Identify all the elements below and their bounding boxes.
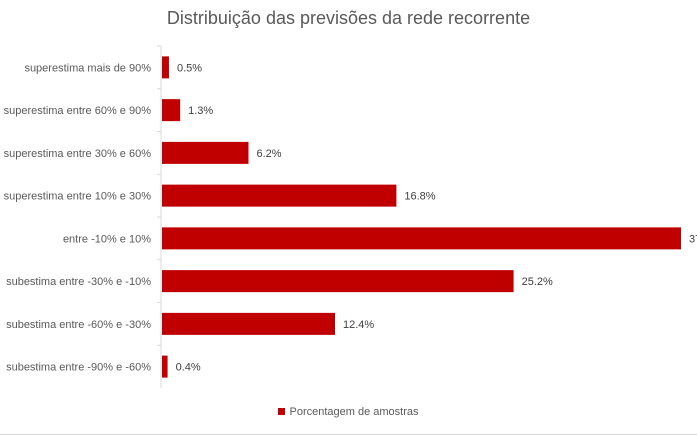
bar [162,227,681,250]
bar [162,270,514,293]
data-label: 16.8% [404,191,435,203]
bar [162,184,397,207]
bar [162,355,168,378]
category-label: subestima entre -60% e -30% [6,319,151,331]
bar [162,312,335,335]
category-label: superestima mais de 90% [24,62,151,74]
data-label: 0.4% [176,362,201,374]
bar [162,141,249,164]
chart-title: Distribuição das previsões da rede recor… [166,8,531,28]
bar [162,56,169,79]
data-label: 1.3% [188,105,213,117]
bar [162,99,181,122]
category-label: subestima entre -30% e -10% [6,276,151,288]
data-label: 37.2% [689,233,697,245]
data-label: 6.2% [257,148,282,160]
category-label: subestima entre -90% e -60% [6,362,151,374]
data-label: 12.4% [343,319,374,331]
legend: Porcentagem de amostras [0,406,697,418]
category-label: entre -10% e 10% [63,233,151,245]
category-label: superestima entre 60% e 90% [4,105,152,117]
legend-swatch [278,407,286,415]
legend-label: Porcentagem de amostras [289,406,419,418]
data-label: 25.2% [522,276,553,288]
data-label: 0.5% [177,62,202,74]
category-label: superestima entre 10% e 30% [4,191,152,203]
category-label: superestima entre 30% e 60% [4,148,152,160]
